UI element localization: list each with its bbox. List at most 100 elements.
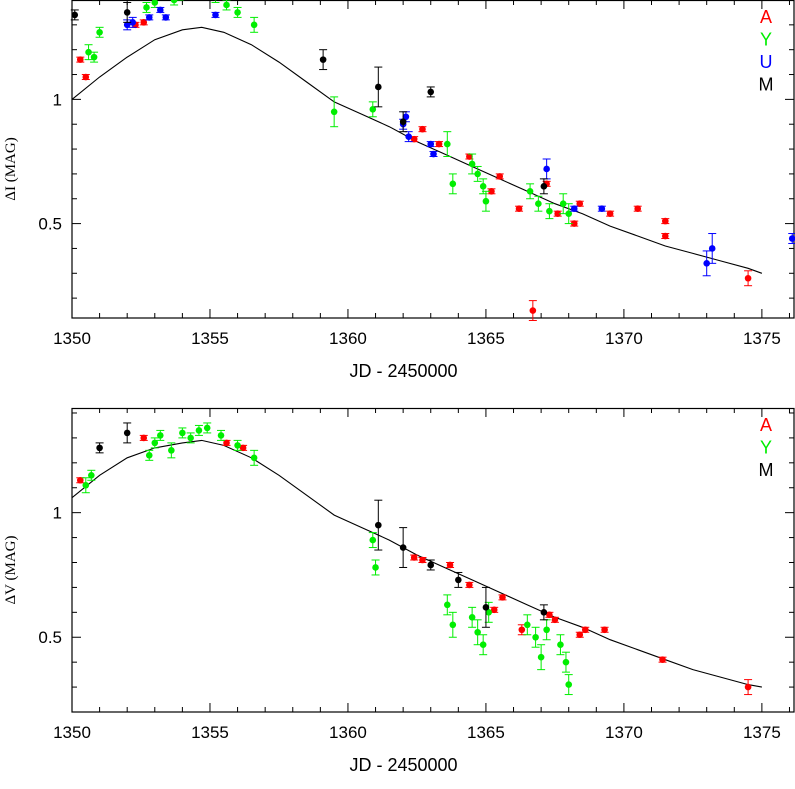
data-point [546, 611, 553, 619]
legend-label: Y [760, 438, 772, 458]
data-point [562, 658, 570, 666]
data-point [490, 606, 498, 614]
data-point [427, 88, 435, 96]
data-point [140, 434, 148, 442]
data-point [234, 9, 241, 16]
data-point [499, 594, 506, 601]
data-point [170, 0, 178, 4]
x-axis-title: JD - 2450000 [349, 361, 457, 381]
data-point [559, 200, 567, 208]
data-point [319, 56, 327, 63]
data-point [570, 205, 578, 212]
data-point [223, 1, 230, 9]
data-point [449, 621, 457, 629]
data-point [217, 432, 225, 439]
data-point [479, 641, 487, 649]
data-point [526, 187, 534, 195]
data-point [151, 0, 159, 6]
panel-delta-i: 1350 1355 1360 1365 1370 1375 1 0.5 JD - 2450000… [3, 0, 795, 381]
data-point [446, 561, 454, 569]
x-tick-label: 1360 [329, 329, 367, 348]
data-point [375, 521, 382, 529]
data-point [140, 19, 148, 26]
data-point [399, 544, 407, 551]
data-point [250, 21, 258, 29]
data-point [466, 153, 473, 160]
y-tick-label: 0.5 [38, 215, 62, 234]
x-tick-label: 1350 [53, 329, 91, 348]
data-point [402, 113, 410, 121]
data-point [82, 481, 90, 489]
data-point [369, 106, 377, 113]
data-point [659, 656, 666, 663]
model-curve [71, 26, 763, 274]
data-point [543, 165, 550, 173]
data-point [744, 274, 752, 282]
data-point [76, 56, 84, 63]
plot-frame [71, 407, 795, 713]
legend-label: M [759, 460, 774, 480]
data-point [485, 609, 492, 616]
legend-label: U [760, 52, 773, 72]
x-tick-label: 1375 [743, 329, 781, 348]
data-point [250, 454, 258, 462]
data-point [565, 681, 573, 688]
x-tick-label: 1355 [191, 723, 229, 742]
data-point [239, 444, 247, 452]
data-point [474, 628, 481, 636]
data-point [203, 424, 211, 432]
data-point [419, 125, 426, 133]
legend-label: Y [760, 30, 772, 50]
y-tick-label: 1 [53, 90, 62, 109]
data-point [744, 683, 752, 691]
data-point [468, 614, 476, 621]
data-point [427, 561, 435, 569]
data-point [330, 108, 338, 116]
legend-label: M [759, 75, 774, 95]
panel-delta-v: 1350 1355 1360 1365 1370 1375 1 0.5 JD - 2450000… [3, 407, 795, 775]
data-point [129, 19, 137, 26]
data-point [576, 200, 584, 208]
data-point [123, 429, 131, 437]
y-tick-label: 0.5 [38, 628, 62, 647]
data-point [449, 180, 457, 188]
data-point [606, 210, 614, 217]
data-point [85, 48, 92, 56]
data-point [212, 11, 219, 19]
data-point [601, 626, 608, 634]
data-point [427, 140, 435, 148]
x-tick-label: 1355 [191, 329, 229, 348]
data-point [162, 14, 170, 21]
data-point [570, 220, 578, 227]
y-tick-label: 1 [53, 504, 62, 523]
data-point [662, 217, 669, 225]
data-point [168, 447, 175, 454]
data-point [540, 609, 548, 616]
data-point [634, 205, 642, 212]
data-point [529, 307, 537, 314]
data-point [145, 14, 153, 21]
data-point [82, 73, 90, 81]
data-point [474, 170, 481, 178]
data-point [90, 53, 98, 61]
data-point [554, 210, 561, 217]
data-point [708, 245, 716, 252]
data-point [96, 28, 103, 36]
data-point [96, 444, 103, 452]
data-point [482, 604, 490, 611]
data-point [546, 207, 553, 215]
data-point [443, 140, 451, 148]
data-point [479, 183, 487, 190]
data-point [557, 641, 564, 649]
data-point [410, 554, 418, 561]
data-point [375, 83, 382, 91]
data-point [71, 11, 79, 19]
data-point [598, 205, 606, 212]
data-point [123, 9, 131, 16]
data-point [195, 427, 203, 434]
data-point [496, 173, 504, 180]
data-point [455, 576, 462, 584]
data-point [435, 140, 443, 148]
data-point [662, 232, 669, 240]
y-axis-title: ΔI (MAG) [3, 137, 19, 200]
